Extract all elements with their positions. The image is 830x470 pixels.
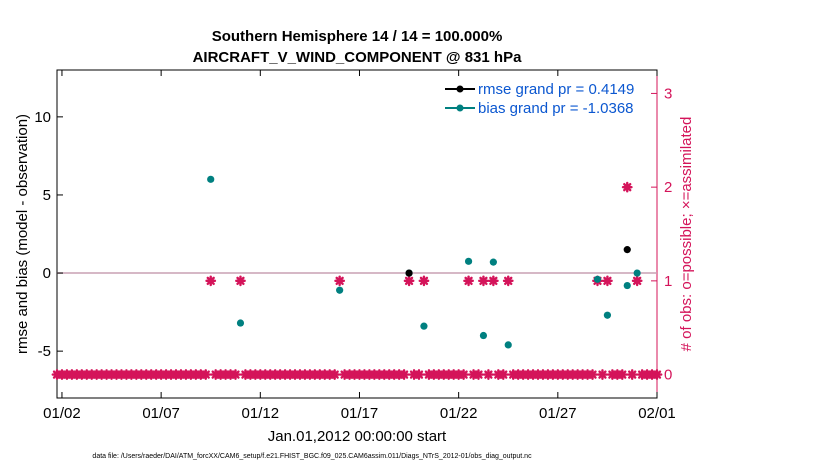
- obs-count-marker: [205, 275, 217, 287]
- obs-count-marker: [463, 275, 474, 287]
- obs-marker-stroke: [489, 276, 498, 286]
- y-left-axis-ticks: -5 0 5 10: [34, 109, 63, 360]
- obs-count-marker: [418, 275, 430, 287]
- y-right-tick-label: 2: [664, 179, 672, 196]
- y-left-tick-label: 0: [43, 265, 51, 282]
- y-right-tick-label: 3: [664, 85, 672, 102]
- x-tick-label: 02/01: [638, 405, 676, 422]
- obs-count-markers: [51, 181, 663, 380]
- rmse-series: [405, 246, 631, 277]
- bias-point: [336, 286, 344, 294]
- obs-marker-stroke: [419, 276, 429, 286]
- obs-marker-stroke: [588, 370, 597, 379]
- bias-point: [420, 322, 428, 330]
- legend: rmse grand pr = 0.4149 bias grand pr = -…: [445, 81, 634, 117]
- obs-marker-stroke: [464, 276, 473, 286]
- obs-marker-stroke: [399, 370, 409, 379]
- obs-count-marker: [616, 369, 628, 380]
- bias-point: [633, 269, 641, 277]
- bias-point: [479, 331, 488, 340]
- obs-count-marker: [626, 369, 638, 380]
- chart-title-line2: AIRCRAFT_V_WIND_COMPONENT @ 831 hPa: [193, 49, 523, 66]
- obs-count-marker: [478, 275, 489, 287]
- obs-count-marker: [621, 181, 633, 193]
- obs-count-marker: [398, 369, 410, 380]
- y-right-tick-label: 0: [664, 367, 672, 384]
- obs-count-marker: [334, 275, 346, 287]
- obs-count-marker: [631, 275, 643, 287]
- x-axis-label: Jan.01,2012 00:00:00 start: [268, 428, 447, 445]
- rmse-point: [623, 246, 631, 254]
- obs-count-marker: [473, 369, 484, 380]
- obs-count-marker: [230, 369, 241, 380]
- obs-marker-stroke: [652, 370, 662, 379]
- rmse-point: [405, 269, 413, 277]
- bias-point: [603, 311, 612, 319]
- x-tick-label: 01/22: [440, 405, 478, 422]
- obs-marker-stroke: [404, 276, 414, 286]
- obs-marker-stroke: [618, 370, 627, 379]
- y-left-tick-label: -5: [38, 343, 51, 360]
- obs-count-marker: [483, 369, 494, 380]
- legend-rmse-label: rmse grand pr = 0.4149: [478, 81, 634, 98]
- bias-point: [504, 341, 512, 349]
- obs-marker-stroke: [499, 370, 508, 379]
- obs-count-marker: [651, 369, 663, 380]
- y-left-tick-label: 5: [43, 187, 51, 204]
- bias-point: [464, 257, 473, 265]
- plot-area: [56, 69, 658, 399]
- y-right-tick-label: 1: [664, 273, 672, 290]
- obs-marker-stroke: [628, 370, 637, 379]
- obs-marker-stroke: [330, 370, 339, 379]
- x-tick-label: 01/17: [341, 405, 379, 422]
- obs-count-marker: [403, 275, 415, 287]
- obs-count-marker: [597, 369, 608, 380]
- bias-point: [236, 319, 245, 327]
- obs-marker-stroke: [632, 276, 642, 286]
- legend-bias-label: bias grand pr = -1.0368: [478, 100, 634, 117]
- x-axis-ticks: 01/02 01/07 01/12 01/17 01/22 01/27 02/01: [43, 70, 676, 422]
- x-tick-label: 01/27: [539, 405, 577, 422]
- obs-marker-stroke: [459, 370, 468, 379]
- obs-marker-stroke: [479, 276, 488, 286]
- obs-count-marker: [413, 369, 425, 380]
- obs-count-marker: [587, 369, 598, 380]
- obs-count-marker: [329, 369, 341, 380]
- obs-marker-stroke: [236, 276, 245, 286]
- x-tick-label: 01/02: [43, 405, 81, 422]
- obs-marker-stroke: [414, 370, 424, 379]
- obs-marker-stroke: [206, 276, 215, 286]
- obs-count-marker: [200, 369, 212, 380]
- obs-count-marker: [235, 275, 246, 287]
- obs-count-marker: [502, 275, 514, 287]
- data-file-footer: data file: /Users/raeder/DAI/ATM_forcXX/…: [92, 453, 532, 460]
- obs-count-marker: [458, 369, 470, 380]
- obs-marker-stroke: [231, 370, 240, 379]
- obs-marker-stroke: [504, 276, 513, 286]
- obs-count-marker: [487, 275, 499, 287]
- chart-title-line1: Southern Hemisphere 14 / 14 = 100.000%: [212, 28, 503, 45]
- obs-marker-stroke: [474, 370, 483, 379]
- obs-marker-stroke: [335, 276, 344, 286]
- obs-count-marker: [602, 275, 613, 287]
- y-axis-label-left: rmse and bias (model - observation): [14, 114, 31, 354]
- y-axis-label-right: # of obs: o=possible; ×=assimilated: [678, 117, 695, 352]
- obs-count-marker: [497, 369, 509, 380]
- y-left-tick-label: 10: [34, 109, 51, 126]
- x-tick-label: 01/07: [142, 405, 180, 422]
- bias-point: [593, 275, 602, 283]
- bias-point: [207, 175, 215, 183]
- bias-point: [623, 281, 631, 290]
- obs-marker-stroke: [598, 370, 607, 379]
- obs-marker-stroke: [603, 276, 612, 286]
- legend-rmse-marker: [456, 85, 464, 93]
- obs-marker-stroke: [484, 370, 493, 379]
- bias-point: [489, 258, 497, 266]
- x-tick-label: 01/12: [242, 405, 280, 422]
- obs-marker-stroke: [201, 370, 210, 379]
- obs-marker-stroke: [623, 182, 632, 192]
- legend-bias-marker: [456, 104, 464, 112]
